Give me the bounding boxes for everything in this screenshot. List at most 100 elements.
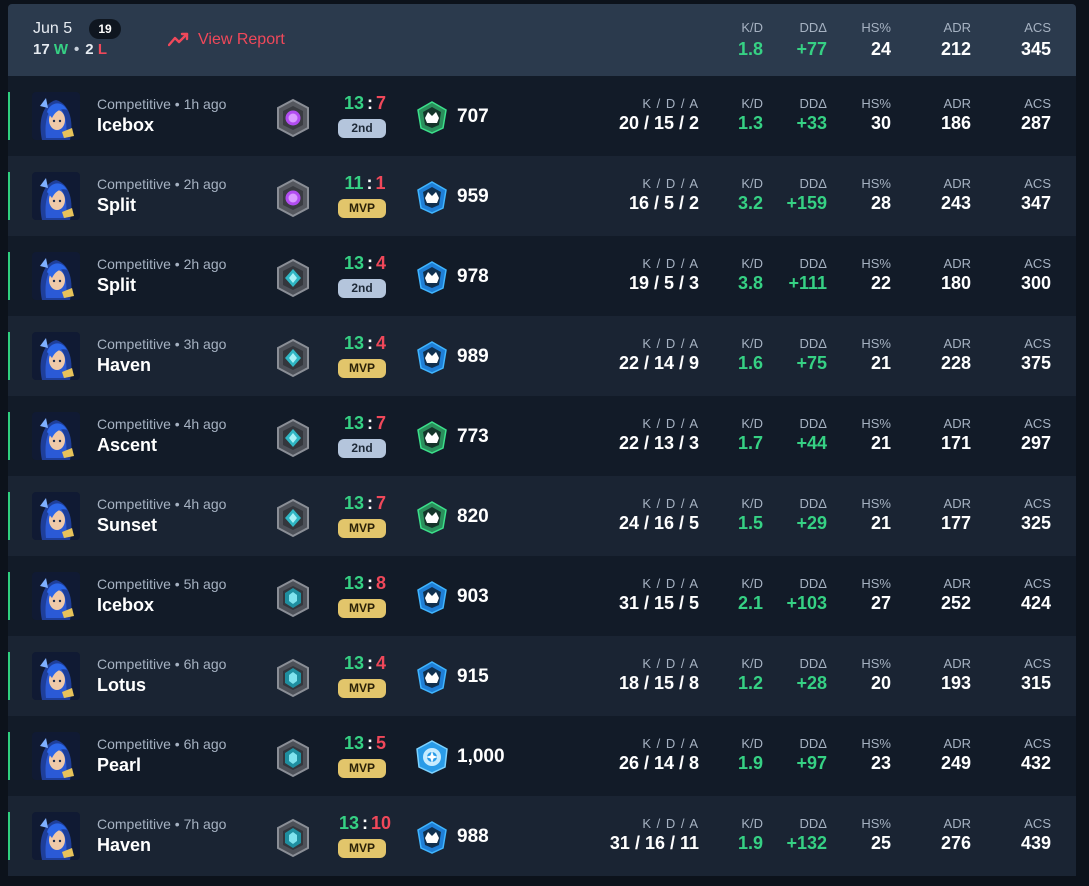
match-score: 13:4 [328,252,402,274]
kda-value: 24 / 16 / 5 [618,513,699,533]
kd-label: K/D [741,256,763,271]
kd-label: K/D [741,496,763,511]
adr-value: 228 [940,353,971,373]
adr-label: ADR [943,496,971,511]
match-row-8[interactable]: Competitive • 6h ago Lotus 13:4 MVP 915 … [8,636,1076,716]
placement-badge: MVP [338,759,386,778]
purple-gem-rank-icon [273,98,313,138]
acs-label: ACS [1024,736,1051,751]
kda-value: 31 / 16 / 11 [609,833,699,853]
match-score: 11:1 [328,172,402,194]
kd-label: K/D [741,176,763,191]
kda-label: K / D / A [642,576,699,591]
score-separator: : [367,253,373,273]
teal-hex-rank-icon [273,738,313,778]
match-row-7[interactable]: Competitive • 5h ago Icebox 13:8 MVP 903… [8,556,1076,636]
map-name: Icebox [97,115,155,135]
agent-avatar [32,252,80,300]
acs-stat: ACS 287 [996,96,1051,134]
blue-crown-icon [415,660,449,694]
acs-value: 297 [1020,433,1051,453]
rating-value: 820 [457,506,489,527]
acs-value: 439 [1020,833,1051,853]
team-score: 13 [343,413,364,433]
acs-value: 287 [1020,113,1051,133]
kda-label: K / D / A [642,496,699,511]
enemy-score: 10 [371,813,392,833]
match-score: 13:5 [328,732,402,754]
day-summary-header: Jun 5 19 17 W • 2 L View Report K/D 1.8 DDΔ… [8,4,1076,76]
acs-value: 315 [1020,673,1051,693]
summary-dd-label: DDΔ [799,20,827,35]
match-count-badge: 19 [89,19,121,39]
dd-label: DDΔ [799,336,827,351]
kd-stat: K/D 1.6 [708,336,763,374]
map-name: Haven [97,835,152,855]
match-row-6[interactable]: Competitive • 4h ago Sunset 13:7 MVP 820… [8,476,1076,556]
match-row-9[interactable]: Competitive • 6h ago Pearl 13:5 MVP 1,00… [8,716,1076,796]
acs-value: 432 [1020,753,1051,773]
enemy-score: 4 [376,333,387,353]
score-separator: : [367,493,373,513]
purple-gem-rank-icon [273,178,313,218]
dd-value: +159 [786,193,827,213]
dd-stat: DDΔ +33 [772,96,827,134]
placement-badge: 2nd [338,279,386,298]
placement-badge: MVP [338,199,386,218]
kda-stat: K / D / A 31 / 16 / 11 [579,816,699,854]
kd-value: 1.9 [737,753,763,773]
acs-stat: ACS 375 [996,336,1051,374]
match-score: 13:4 [328,332,402,354]
blue-crown-icon [415,260,449,294]
agent-avatar [32,412,80,460]
match-score: 13:8 [328,572,402,594]
match-mode-time: Competitive • 2h ago [97,256,227,272]
rating-value: 988 [457,826,489,847]
acs-stat: ACS 297 [996,416,1051,454]
score-separator: : [362,813,368,833]
match-score: 13:7 [328,412,402,434]
dd-label: DDΔ [799,96,827,111]
adr-label: ADR [943,576,971,591]
match-row-3[interactable]: Competitive • 2h ago Split 13:4 2nd 978 … [8,236,1076,316]
hs-label: HS% [861,816,891,831]
kda-stat: K / D / A 18 / 15 / 8 [579,656,699,694]
match-row-10[interactable]: Competitive • 7h ago Haven 13:10 MVP 988… [8,796,1076,876]
hs-stat: HS% 30 [836,96,891,134]
placement-badge: MVP [338,359,386,378]
teal-diamond-rank-icon [273,498,313,538]
kda-label: K / D / A [642,816,699,831]
match-score: 13:7 [328,92,402,114]
match-mode-time: Competitive • 4h ago [97,496,227,512]
dd-stat: DDΔ +29 [772,496,827,534]
adr-stat: ADR 193 [916,656,971,694]
hs-value: 30 [870,113,891,133]
rating-value: 1,000 [457,746,505,767]
hs-label: HS% [861,736,891,751]
hs-stat: HS% 23 [836,736,891,774]
win-indicator-bar [8,652,10,700]
kda-label: K / D / A [642,96,699,111]
enemy-score: 7 [376,93,387,113]
match-row-1[interactable]: Competitive • 1h ago Icebox 13:7 2nd 707… [8,76,1076,156]
hs-value: 28 [870,193,891,213]
dd-label: DDΔ [799,256,827,271]
hs-stat: HS% 21 [836,416,891,454]
match-row-5[interactable]: Competitive • 4h ago Ascent 13:7 2nd 773… [8,396,1076,476]
dd-label: DDΔ [799,176,827,191]
summary-adr-value: 212 [940,39,971,59]
dd-label: DDΔ [799,656,827,671]
kd-stat: K/D 1.2 [708,656,763,694]
match-row-2[interactable]: Competitive • 2h ago Split 11:1 MVP 959 … [8,156,1076,236]
acs-label: ACS [1024,816,1051,831]
view-report-button[interactable]: View Report [168,28,285,52]
kd-value: 1.6 [737,353,763,373]
agent-avatar [32,172,80,220]
match-row-4[interactable]: Competitive • 3h ago Haven 13:4 MVP 989 … [8,316,1076,396]
hs-stat: HS% 22 [836,256,891,294]
kd-stat: K/D 1.3 [708,96,763,134]
kd-label: K/D [741,336,763,351]
teal-diamond-rank-icon [273,418,313,458]
dd-value: +44 [796,433,827,453]
win-indicator-bar [8,412,10,460]
